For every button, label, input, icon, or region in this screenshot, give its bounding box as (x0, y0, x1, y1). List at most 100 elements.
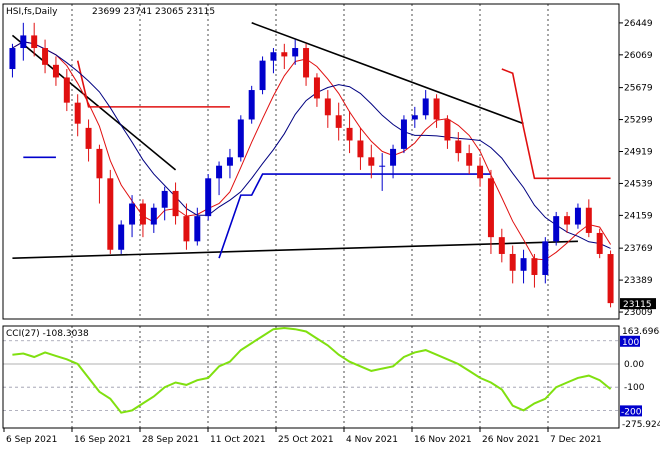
candle-body (553, 216, 560, 242)
cci-grid (3, 326, 619, 428)
candle-body (270, 52, 277, 61)
ma-fast-line (12, 41, 611, 249)
candle-body (9, 48, 16, 70)
candles (9, 22, 614, 308)
candle-body (226, 157, 233, 166)
candle-body (107, 178, 114, 250)
candle-body (259, 60, 266, 91)
candle-body (194, 216, 201, 242)
candle-body (422, 98, 429, 116)
candle-body (313, 77, 320, 99)
cci-indicator (12, 326, 612, 414)
candle-body (607, 254, 614, 304)
cci-level-label: -200 (621, 407, 642, 417)
candle-body (52, 64, 59, 78)
time-tick-label: 4 Nov 2021 (346, 435, 398, 445)
cci-line (12, 326, 612, 414)
price-tick-label: 24159 (624, 211, 653, 221)
axes-frame (2, 3, 620, 429)
candle-body (433, 98, 440, 120)
candle-body (531, 258, 538, 275)
time-tick-label: 16 Nov 2021 (414, 435, 472, 445)
candle-body (574, 207, 581, 225)
price-tick-label: 24919 (624, 147, 653, 157)
candle-body (596, 232, 603, 254)
cci-tick-label: 0.00 (624, 360, 644, 370)
candle-body (74, 102, 81, 124)
candle-body (324, 98, 331, 116)
downtrend-line-1 (11, 34, 177, 171)
candle-body (20, 35, 27, 49)
ma-slow-line (12, 41, 612, 261)
candle-body (42, 48, 49, 65)
candle-body (368, 157, 375, 166)
last-price-label: 23115 (623, 300, 652, 310)
candle-body (487, 178, 494, 238)
candle-body (303, 48, 310, 78)
candle-body (85, 127, 92, 149)
chart-ohlc: 23699 23741 23065 23115 (92, 7, 215, 17)
candle-body (31, 35, 38, 49)
candle-body (585, 207, 592, 233)
resistance-step-line (76, 60, 611, 180)
candle-body (357, 140, 364, 158)
candle-body (411, 115, 418, 120)
candle-body (444, 119, 451, 141)
candle-body (172, 190, 179, 217)
downtrend-line-2 (251, 22, 524, 125)
time-tick-label: 28 Sep 2021 (142, 435, 199, 445)
candle-body (216, 165, 223, 179)
cci-tick-labels: 163.6968 -275.9244 100 0.00 -100 -200 (620, 327, 660, 430)
time-tick-label: 6 Sep 2021 (6, 435, 57, 445)
price-tick-label: 25299 (624, 116, 653, 126)
time-tick-labels: 6 Sep 2021 16 Sep 2021 28 Sep 2021 11 Oct 2… (3, 428, 602, 445)
price-tick-label: 26069 (624, 51, 653, 61)
price-tick-label: 23769 (624, 244, 653, 254)
price-tick-labels: 26449 26069 25679 25299 24919 24539 24159 23769… (619, 19, 656, 318)
candle-body (139, 203, 146, 225)
candle-body (520, 258, 527, 271)
candle-body (292, 48, 299, 57)
candle-body (237, 119, 244, 158)
support-resistance-lines (23, 60, 611, 259)
time-tick-label: 16 Sep 2021 (74, 435, 131, 445)
cci-max-label: 163.6968 (622, 327, 660, 337)
candle-body (542, 241, 549, 275)
cci-tick-label: -100 (624, 383, 645, 393)
candle-body (205, 178, 212, 217)
candle-body (498, 237, 505, 254)
candle-body (346, 127, 353, 141)
cci-neg200-box (620, 405, 642, 417)
support-step-line (23, 156, 491, 259)
candle-body (183, 216, 190, 242)
candle-body (248, 90, 255, 120)
time-tick-label: 7 Dec 2021 (550, 435, 602, 445)
candle-body (466, 153, 473, 166)
moving-averages (12, 41, 612, 261)
candle-body (161, 190, 168, 208)
candle-body (455, 140, 462, 154)
price-tick-label: 26449 (624, 19, 653, 29)
candle-body (477, 165, 484, 179)
price-tick-label: 25679 (624, 84, 653, 94)
chart-symbol: HSI,fs,Daily (6, 7, 58, 17)
cci-frame (2, 325, 620, 429)
candle-body (118, 224, 125, 250)
candle-body (150, 207, 157, 225)
price-tick-label: 23389 (624, 276, 653, 286)
cci-tick-label: 100 (622, 338, 639, 348)
last-price-box (620, 298, 656, 310)
cci-100-box (620, 335, 640, 347)
cci-min-label: -275.9244 (622, 420, 660, 430)
trend-lines (11, 22, 578, 259)
price-grid (71, 4, 549, 319)
price-tick-label: 23009 (624, 308, 653, 318)
time-tick-label: 26 Nov 2021 (482, 435, 540, 445)
cci-title: CCI(27) -108.3038 (6, 329, 89, 339)
candle-body (335, 115, 342, 128)
candle-body (129, 203, 136, 225)
price-tick-label: 24539 (624, 179, 653, 189)
candle-body (96, 148, 103, 179)
candle-body (390, 148, 397, 166)
